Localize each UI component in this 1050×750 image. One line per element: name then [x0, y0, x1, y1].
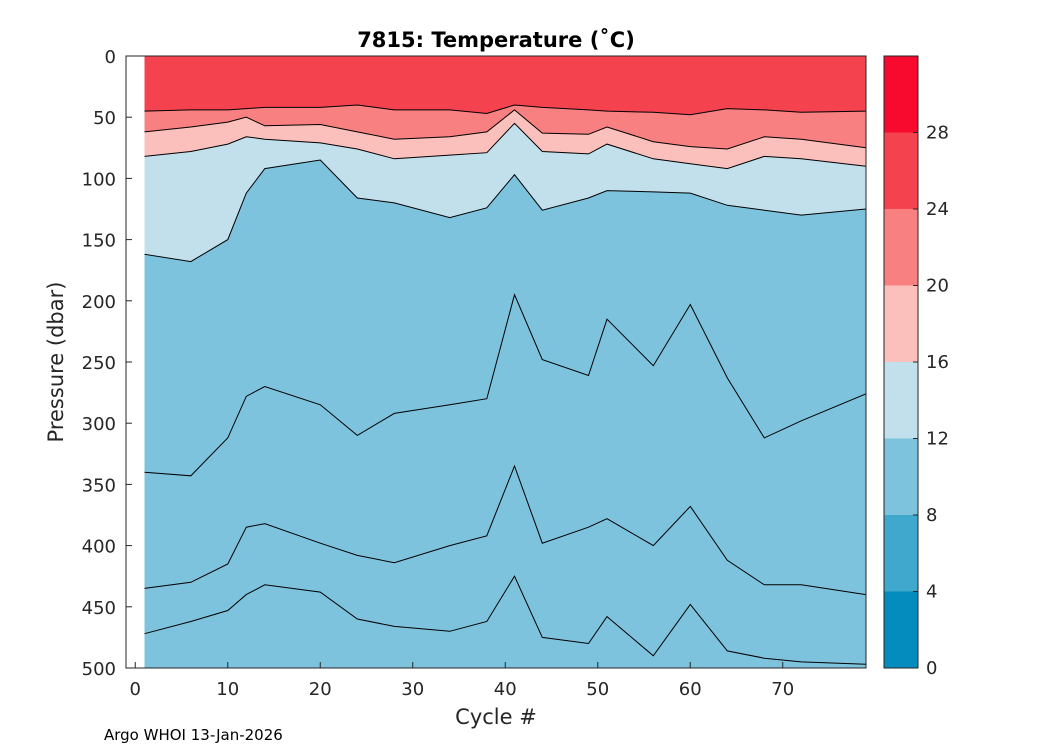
colorbar-tick-label: 24	[926, 199, 949, 220]
temperature-band	[144, 294, 866, 668]
contour-line	[144, 464, 866, 596]
x-tick-label: 60	[679, 679, 702, 700]
y-tick-label: 500	[82, 659, 116, 680]
chart-title: 7815: Temperature (˚C)	[357, 28, 635, 52]
y-tick-label: 200	[82, 292, 116, 313]
x-axis-ticks: 0 10 20 30 40 50 60 70	[130, 662, 794, 700]
contour-line	[144, 104, 866, 116]
no-data-region	[126, 294, 145, 668]
temperature-band	[144, 160, 866, 476]
y-tick-label: 50	[93, 108, 116, 129]
colorbar-segment	[884, 285, 918, 362]
contour-line	[144, 575, 866, 665]
colorbar-tick-label: 8	[926, 505, 937, 526]
x-tick-label: 50	[586, 679, 609, 700]
x-tick-label: 40	[494, 679, 517, 700]
colorbar-segment	[884, 56, 918, 133]
x-tick-label: 0	[130, 679, 141, 700]
temperature-band	[144, 123, 866, 262]
colorbar-tick-label: 0	[926, 658, 937, 679]
contour-line	[144, 159, 866, 263]
temperature-band	[144, 56, 866, 115]
x-tick-label: 10	[216, 679, 239, 700]
plot-area	[125, 55, 867, 669]
colorbar-segment	[884, 362, 918, 439]
x-tick-label: 30	[401, 679, 424, 700]
x-axis-label: Cycle #	[455, 705, 537, 729]
footer-credit: Argo WHOI 13-Jan-2026	[104, 726, 283, 744]
y-tick-label: 450	[82, 598, 116, 619]
colorbar-segment	[884, 209, 918, 286]
contour-lines	[144, 104, 866, 665]
x-tick-label: 70	[771, 679, 794, 700]
x-tick-label: 20	[309, 679, 332, 700]
y-tick-label: 400	[82, 537, 116, 558]
colorbar-tick-label: 20	[926, 276, 949, 297]
colorbar-segment	[884, 132, 918, 209]
contour-line	[144, 109, 866, 150]
y-tick-label: 300	[82, 414, 116, 435]
colorbar-tick-label: 4	[926, 582, 937, 603]
colorbar-segment	[884, 591, 918, 668]
colorbar-ticks: 0 4 8 12 16 20 24 28	[913, 123, 949, 679]
contour-line	[144, 293, 866, 477]
y-tick-label: 100	[82, 169, 116, 190]
colorbar-tick-label: 28	[926, 123, 949, 144]
temperature-bands	[126, 56, 866, 668]
colorbar-segment	[884, 438, 918, 515]
colorbar-segment	[884, 515, 918, 592]
colorbar-tick-label: 12	[926, 429, 949, 450]
y-axis-label: Pressure (dbar)	[44, 282, 68, 443]
y-axis-ticks: 0 50 100 150 200 250 300 350 400 450 500	[82, 47, 132, 680]
contour-line	[144, 122, 866, 170]
colorbar-tick-label: 16	[926, 352, 949, 373]
temperature-band	[144, 109, 866, 169]
y-tick-label: 250	[82, 353, 116, 374]
temperature-band	[144, 105, 866, 149]
y-tick-label: 0	[105, 47, 116, 68]
y-tick-label: 150	[82, 231, 116, 252]
colorbar	[883, 55, 919, 669]
y-tick-label: 350	[82, 475, 116, 496]
